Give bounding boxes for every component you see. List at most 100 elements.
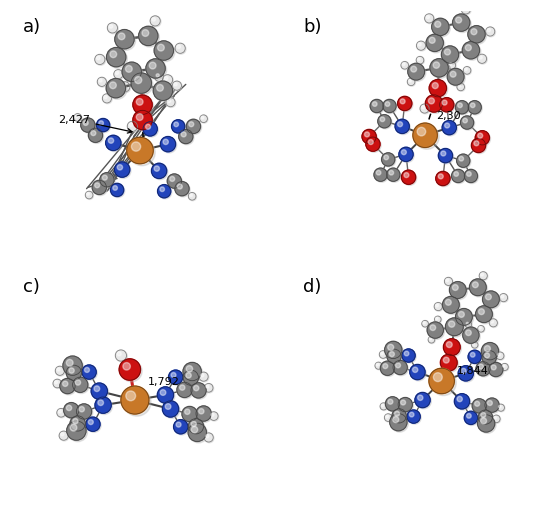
Circle shape xyxy=(444,339,460,356)
Circle shape xyxy=(473,139,487,154)
Circle shape xyxy=(161,138,177,153)
Circle shape xyxy=(498,405,501,408)
Circle shape xyxy=(442,296,459,313)
Circle shape xyxy=(88,128,102,143)
Circle shape xyxy=(98,400,104,405)
Circle shape xyxy=(132,142,141,151)
Circle shape xyxy=(465,68,467,70)
Circle shape xyxy=(497,352,505,360)
Circle shape xyxy=(472,342,478,349)
Circle shape xyxy=(167,98,176,108)
Circle shape xyxy=(493,416,501,423)
Circle shape xyxy=(100,173,114,187)
Circle shape xyxy=(131,73,151,93)
Circle shape xyxy=(118,33,125,40)
Circle shape xyxy=(108,138,114,143)
Circle shape xyxy=(376,364,379,366)
Circle shape xyxy=(95,55,105,65)
Circle shape xyxy=(480,273,483,276)
Circle shape xyxy=(86,192,94,199)
Circle shape xyxy=(452,285,458,290)
Circle shape xyxy=(386,342,403,360)
Circle shape xyxy=(61,379,76,395)
Circle shape xyxy=(465,330,472,335)
Circle shape xyxy=(74,378,89,394)
Circle shape xyxy=(134,76,142,84)
Circle shape xyxy=(454,15,471,32)
Circle shape xyxy=(402,62,409,69)
Circle shape xyxy=(433,373,442,382)
Circle shape xyxy=(404,351,409,356)
Circle shape xyxy=(53,379,62,388)
Circle shape xyxy=(398,122,403,127)
Circle shape xyxy=(438,148,452,163)
Circle shape xyxy=(384,155,389,160)
Circle shape xyxy=(472,399,487,413)
Circle shape xyxy=(449,62,456,69)
Circle shape xyxy=(465,322,472,328)
Circle shape xyxy=(134,112,153,131)
Circle shape xyxy=(418,395,423,401)
Circle shape xyxy=(469,279,486,296)
Circle shape xyxy=(171,373,176,377)
Circle shape xyxy=(64,357,83,377)
Circle shape xyxy=(399,147,413,162)
Circle shape xyxy=(114,69,123,79)
Circle shape xyxy=(463,6,466,10)
Circle shape xyxy=(449,321,455,327)
Circle shape xyxy=(466,322,469,325)
Circle shape xyxy=(79,407,85,412)
Circle shape xyxy=(184,371,200,386)
Circle shape xyxy=(458,103,463,108)
Circle shape xyxy=(371,100,384,113)
Circle shape xyxy=(478,325,484,332)
Circle shape xyxy=(179,129,193,144)
Circle shape xyxy=(479,411,493,425)
Circle shape xyxy=(476,132,491,146)
Circle shape xyxy=(427,36,445,53)
Circle shape xyxy=(463,67,471,74)
Circle shape xyxy=(196,406,211,421)
Circle shape xyxy=(386,168,400,181)
Circle shape xyxy=(380,403,387,410)
Circle shape xyxy=(117,352,121,356)
Circle shape xyxy=(91,383,108,399)
Circle shape xyxy=(85,191,93,199)
Circle shape xyxy=(478,309,484,315)
Circle shape xyxy=(160,137,176,152)
Circle shape xyxy=(146,59,165,78)
Circle shape xyxy=(440,354,457,371)
Circle shape xyxy=(115,71,119,74)
Circle shape xyxy=(170,176,175,181)
Circle shape xyxy=(416,394,431,409)
Circle shape xyxy=(430,338,432,340)
Circle shape xyxy=(445,278,453,286)
Text: d): d) xyxy=(303,278,321,296)
Circle shape xyxy=(380,117,385,121)
Circle shape xyxy=(444,357,449,363)
Circle shape xyxy=(431,60,450,78)
Circle shape xyxy=(458,84,465,91)
Circle shape xyxy=(440,98,454,112)
Circle shape xyxy=(205,384,214,393)
Circle shape xyxy=(388,350,402,365)
Circle shape xyxy=(124,64,143,83)
Circle shape xyxy=(162,75,172,85)
Circle shape xyxy=(158,388,175,404)
Circle shape xyxy=(483,351,497,366)
Circle shape xyxy=(110,82,116,89)
Circle shape xyxy=(160,390,166,395)
Circle shape xyxy=(445,340,461,357)
Circle shape xyxy=(98,78,107,87)
Circle shape xyxy=(180,130,194,145)
Circle shape xyxy=(108,80,127,99)
Circle shape xyxy=(95,397,111,413)
Circle shape xyxy=(176,44,186,54)
Text: 1,792: 1,792 xyxy=(148,377,180,387)
Circle shape xyxy=(169,370,183,384)
Circle shape xyxy=(429,80,446,97)
Circle shape xyxy=(458,366,473,381)
Circle shape xyxy=(386,398,401,412)
Circle shape xyxy=(94,181,108,196)
Circle shape xyxy=(440,149,454,164)
